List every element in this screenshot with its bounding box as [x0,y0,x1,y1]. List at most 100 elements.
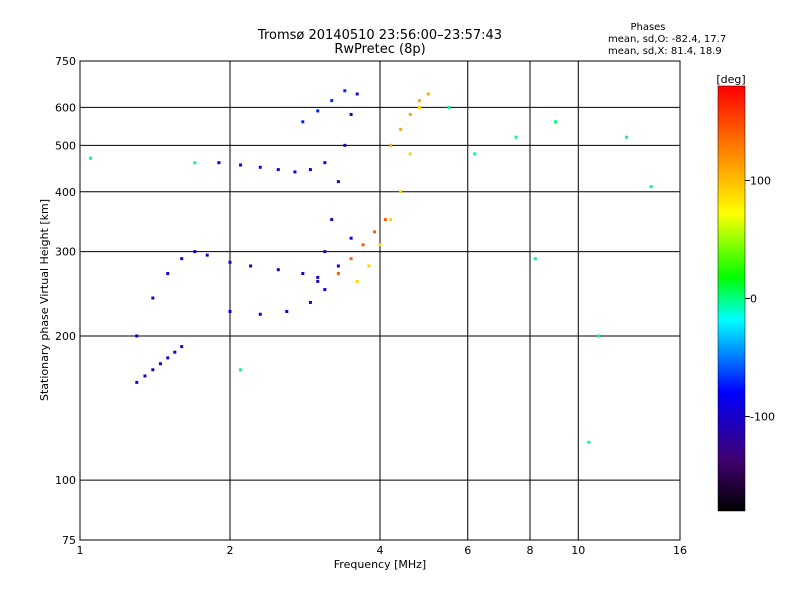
x-axis-label: Frequency [MHz] [334,558,426,571]
y-axis-ticks: 75 100 200 300 400 500 600 750 [55,55,76,547]
y-tick-label: 75 [62,534,76,547]
grid [79,60,681,541]
scatter-point [308,168,312,172]
scatter-point [349,112,353,116]
scatter-point [217,161,221,165]
scatter-point [135,380,139,384]
scatter-point [367,264,371,268]
scatter-point [597,334,601,338]
scatter-point [587,440,591,444]
colorbar-tick-label: -100 [750,411,775,424]
scatter-point [336,264,340,268]
colorbar-tick-label: 100 [750,174,771,187]
scatter-point [349,236,353,240]
scatter-point [166,356,170,360]
scatter-point [553,120,557,124]
scatter-point [285,309,289,313]
scatter-point [336,272,340,276]
scatter-point [166,272,170,276]
scatter-point [343,143,347,147]
scatter-point [301,272,305,276]
scatter-point [343,89,347,93]
scatter-point [330,218,334,222]
scatter-point [89,156,93,160]
scatter-point [228,260,232,264]
x-tick-label: 1 [77,544,84,557]
chart-title-line2: RwPretec (8p) [334,42,425,57]
scatter-points [89,89,653,444]
scatter-point [316,109,320,113]
scatter-point [473,152,477,156]
scatter-point [336,180,340,184]
scatter-point [293,170,297,174]
y-tick-label: 400 [55,186,76,199]
scatter-point [158,362,162,366]
scatter-point [373,230,377,234]
scatter-point [239,163,243,167]
scatter-point [258,165,262,169]
y-tick-label: 300 [55,246,76,259]
scatter-point [649,185,653,189]
colorbar-tick-label: 0 [750,293,757,306]
scatter-point [417,99,421,103]
scatter-point [361,243,365,247]
scatter-point [378,243,382,247]
scatter-point [323,288,327,292]
scatter-point [151,296,155,300]
scatter-point [135,334,139,338]
stats-line-x: mean, sd,X: 81.4, 18.9 [608,46,722,57]
scatter-point [239,368,243,372]
scatter-point [447,105,451,109]
scatter-point [180,257,184,261]
x-tick-label: 6 [464,544,471,557]
scatter-point [399,190,403,194]
scatter-point [180,345,184,349]
scatter-point [389,218,393,222]
scatter-point [330,99,334,103]
scatter-point [151,368,155,372]
x-tick-label: 16 [673,544,687,557]
scatter-point [301,120,305,124]
stats-line-o: mean, sd,O: -82.4, 17.7 [608,34,726,45]
scatter-point [349,257,353,261]
scatter-point [389,143,393,147]
scatter-point [533,257,537,261]
scatter-point [143,374,147,378]
scatter-point [276,268,280,272]
colorbar [717,85,746,512]
scatter-point [173,350,177,354]
x-tick-label: 8 [527,544,534,557]
y-tick-label: 750 [55,55,76,68]
y-tick-label: 600 [55,101,76,114]
scatter-point [258,312,262,316]
scatter-point [228,309,232,313]
y-tick-label: 100 [55,474,76,487]
scatter-point [308,300,312,304]
scatter-point [426,92,430,96]
scatter-point [323,250,327,254]
scatter-point [323,161,327,165]
scatter-point [276,168,280,172]
scatter-point [625,135,629,139]
chart-title-line1: Tromsø 20140510 23:56:00–23:57:43 [257,28,502,43]
y-tick-label: 500 [55,139,76,152]
x-tick-label: 10 [571,544,585,557]
scatter-point [316,275,320,279]
x-axis-ticks: 1 2 4 6 8 10 16 [77,544,688,557]
scatter-point [399,127,403,131]
scatter-point [514,135,518,139]
scatter-point [205,253,209,257]
scatter-point [249,264,253,268]
scatter-point [355,279,359,283]
stats-heading: Phases [630,22,665,33]
x-tick-label: 4 [377,544,384,557]
y-tick-label: 200 [55,330,76,343]
scatter-point [417,105,421,109]
scatter-point [408,112,412,116]
scatter-point [316,279,320,283]
scatter-point [355,92,359,96]
y-axis-label: Stationary phase Virtual Height [km] [38,199,51,401]
scatter-point [408,152,412,156]
x-tick-label: 2 [227,544,234,557]
